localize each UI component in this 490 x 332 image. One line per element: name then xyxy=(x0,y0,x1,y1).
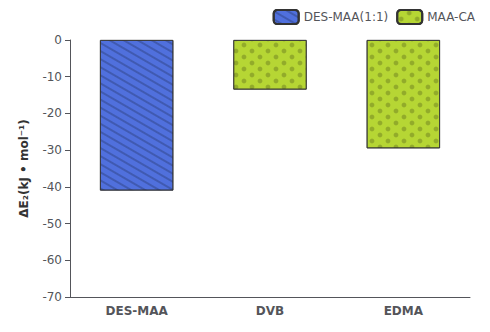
svg-text:-70: -70 xyxy=(42,290,62,304)
svg-text:-30: -30 xyxy=(42,143,62,157)
svg-text:0: 0 xyxy=(54,33,62,47)
svg-text:-40: -40 xyxy=(42,180,62,194)
svg-text:DES-MAA: DES-MAA xyxy=(106,304,169,318)
svg-text:-60: -60 xyxy=(42,253,62,267)
svg-text:-50: -50 xyxy=(42,217,62,231)
svg-text:EDMA: EDMA xyxy=(384,304,424,318)
svg-text:DVB: DVB xyxy=(256,304,284,318)
svg-text:DES-MAA(1:1): DES-MAA(1:1) xyxy=(304,10,389,24)
svg-text:-10: -10 xyxy=(42,70,62,84)
svg-text:ΔE₂(kJ • mol⁻¹): ΔE₂(kJ • mol⁻¹) xyxy=(17,119,31,218)
svg-text:MAA-CA: MAA-CA xyxy=(427,10,476,24)
svg-text:-20: -20 xyxy=(42,106,62,120)
